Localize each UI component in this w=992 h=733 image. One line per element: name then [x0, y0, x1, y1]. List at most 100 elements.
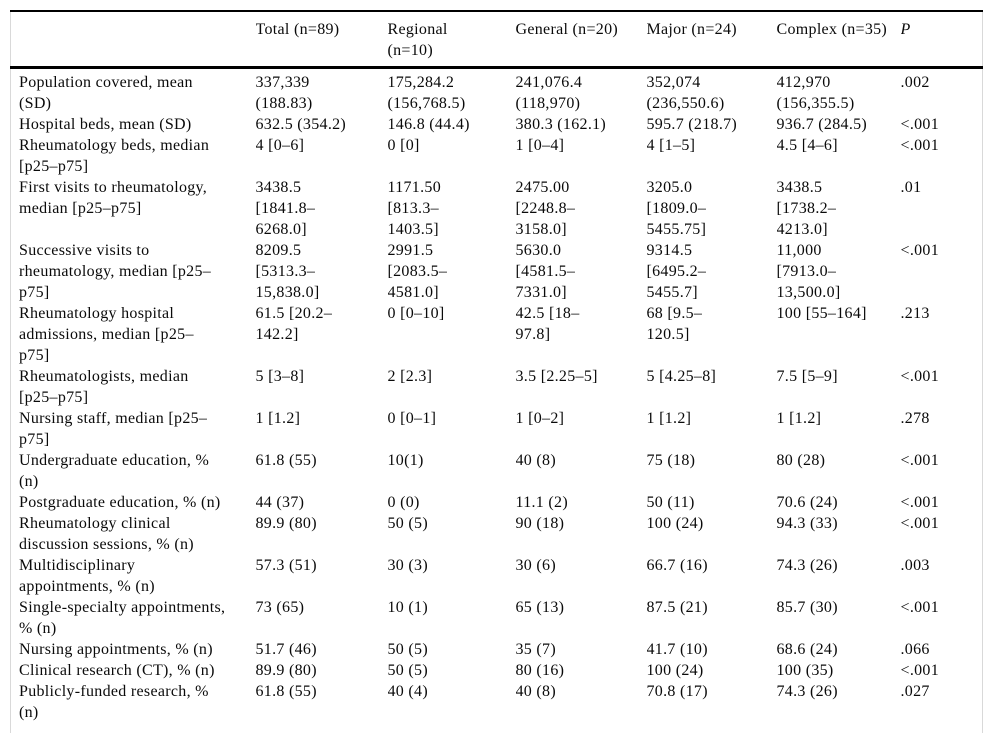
row-label: Undergraduate education, % (n): [19, 452, 210, 490]
cell-total: 61.8 (55): [255, 683, 317, 700]
cell-major: 9314.5 [6495.2– 5455.7]: [646, 242, 707, 301]
cell-p: <.001: [900, 116, 940, 133]
cell-general: 11.1 (2): [515, 494, 568, 511]
cell-general: 40 (8): [515, 683, 556, 700]
cell-regional: 10 (1): [387, 599, 428, 616]
cell-p: .002: [900, 74, 930, 91]
header-regional: Regional (n=10): [387, 11, 516, 69]
cell-p: .003: [900, 557, 930, 574]
header-general: General (n=20): [515, 11, 647, 69]
cell-major: 75 (18): [646, 452, 696, 469]
cell-total: 5 [3–8]: [255, 368, 305, 385]
cell-general: 65 (13): [515, 599, 565, 616]
cell-complex: 3438.5 [1738.2– 4213.0]: [776, 179, 837, 238]
cell-total: 61.5 [20.2– 142.2]: [255, 305, 333, 343]
cell-regional: 50 (5): [387, 662, 428, 679]
table-row: Clinical research (CT), % (n) 89.9 (80) …: [11, 660, 983, 681]
header-row: Total (n=89) Regional (n=10) General (n=…: [10, 11, 983, 69]
cell-total: 51.7 (46): [255, 641, 317, 658]
cell-complex: 74.3 (26): [776, 557, 838, 574]
cell-major: 87.5 (21): [646, 599, 708, 616]
table-body: Population covered, mean (SD) 337,339 (1…: [11, 68, 983, 733]
cell-complex: 412,970 (156,355.5): [776, 74, 855, 112]
cell-regional: 175,284.2 (156,768.5): [387, 74, 466, 112]
table-row: Successive visits to rheumatology, media…: [11, 240, 983, 303]
row-label: Nursing appointments, % (n): [19, 641, 213, 658]
cell-complex: 7.5 [5–9]: [776, 368, 838, 385]
cell-major: 4 [1–5]: [646, 137, 696, 154]
cell-complex: 70.6 (24): [776, 494, 838, 511]
cell-general: 35 (7): [515, 641, 556, 658]
cell-major: 68 [9.5– 120.5]: [646, 305, 703, 343]
cell-regional: 146.8 (44.4): [387, 116, 470, 133]
cell-regional: 0 [0–1]: [387, 410, 437, 427]
table-row: Postgraduate education, % (n) 44 (37) 0 …: [11, 492, 983, 513]
cell-complex: 85.7 (30): [776, 599, 838, 616]
row-label: Population covered, mean (SD): [19, 74, 193, 112]
cell-p: <.001: [900, 599, 940, 616]
cell-major: 100 (24): [646, 515, 704, 532]
cell-general: 2475.00 [2248.8– 3158.0]: [515, 179, 576, 238]
table-row: Nursing staff, median [p25– p75] 1 [1.2]…: [11, 408, 983, 450]
row-label: Rheumatology beds, median [p25–p75]: [19, 137, 210, 175]
cell-regional: 0 [0]: [387, 137, 420, 154]
cell-total: 57.3 (51): [255, 557, 317, 574]
table-row: Rheumatology clinical discussion session…: [11, 513, 983, 555]
row-label: Clinical research (CT), % (n): [19, 662, 215, 679]
table-row: Publicly-funded research, % (n) 61.8 (55…: [11, 681, 983, 733]
row-label: Postgraduate education, % (n): [19, 494, 221, 511]
table-header: Total (n=89) Regional (n=10) General (n=…: [10, 11, 983, 69]
cell-major: 595.7 (218.7): [646, 116, 738, 133]
row-label: Hospital beds, mean (SD): [19, 116, 192, 133]
row-label: Publicly-funded research, % (n): [19, 683, 209, 721]
cell-p: .278: [900, 410, 930, 427]
table-row: Population covered, mean (SD) 337,339 (1…: [11, 68, 983, 115]
cell-total: 44 (37): [255, 494, 305, 511]
cell-general: 1 [0–2]: [515, 410, 565, 427]
cell-p: .066: [900, 641, 930, 658]
cell-major: 70.8 (17): [646, 683, 708, 700]
cell-regional: 40 (4): [387, 683, 428, 700]
row-label: Nursing staff, median [p25– p75]: [19, 410, 208, 448]
cell-p: <.001: [900, 494, 940, 511]
header-major: Major (n=24): [646, 11, 777, 69]
cell-total: 89.9 (80): [255, 515, 317, 532]
cell-complex: 11,000 [7913.0– 13,500.0]: [776, 242, 841, 301]
row-label: Multidisciplinary appointments, % (n): [19, 557, 155, 595]
cell-major: 66.7 (16): [646, 557, 708, 574]
cell-p: .027: [900, 683, 930, 700]
cell-general: 1 [0–4]: [515, 137, 565, 154]
cell-major: 5 [4.25–8]: [646, 368, 717, 385]
cell-major: 352,074 (236,550.6): [646, 74, 725, 112]
cell-p: <.001: [900, 515, 940, 532]
row-label: Successive visits to rheumatology, media…: [19, 242, 212, 301]
cell-regional: 30 (3): [387, 557, 428, 574]
cell-general: 80 (16): [515, 662, 565, 679]
header-p: P: [900, 11, 983, 69]
cell-total: 1 [1.2]: [255, 410, 301, 427]
cell-general: 380.3 (162.1): [515, 116, 607, 133]
cell-major: 41.7 (10): [646, 641, 708, 658]
cell-regional: 2 [2.3]: [387, 368, 433, 385]
cell-general: 40 (8): [515, 452, 556, 469]
cell-regional: 0 (0): [387, 494, 420, 511]
cell-total: 4 [0–6]: [255, 137, 305, 154]
row-label: Single-specialty appointments, % (n): [19, 599, 226, 637]
cell-general: 3.5 [2.25–5]: [515, 368, 598, 385]
row-label: Rheumatologists, median [p25–p75]: [19, 368, 189, 406]
row-label: First visits to rheumatology, median [p2…: [19, 179, 208, 217]
cell-total: 632.5 (354.2): [255, 116, 347, 133]
cell-complex: 68.6 (24): [776, 641, 838, 658]
table-row: Rheumatology hospital admissions, median…: [11, 303, 983, 366]
table-row: First visits to rheumatology, median [p2…: [11, 177, 983, 240]
cell-major: 3205.0 [1809.0– 5455.75]: [646, 179, 707, 238]
cell-total: 61.8 (55): [255, 452, 317, 469]
table-row: Undergraduate education, % (n) 61.8 (55)…: [11, 450, 983, 492]
cell-regional: 50 (5): [387, 641, 428, 658]
cell-complex: 100 (35): [776, 662, 834, 679]
cell-general: 30 (6): [515, 557, 556, 574]
cell-complex: 74.3 (26): [776, 683, 838, 700]
cell-regional: 50 (5): [387, 515, 428, 532]
cell-complex: 4.5 [4–6]: [776, 137, 838, 154]
